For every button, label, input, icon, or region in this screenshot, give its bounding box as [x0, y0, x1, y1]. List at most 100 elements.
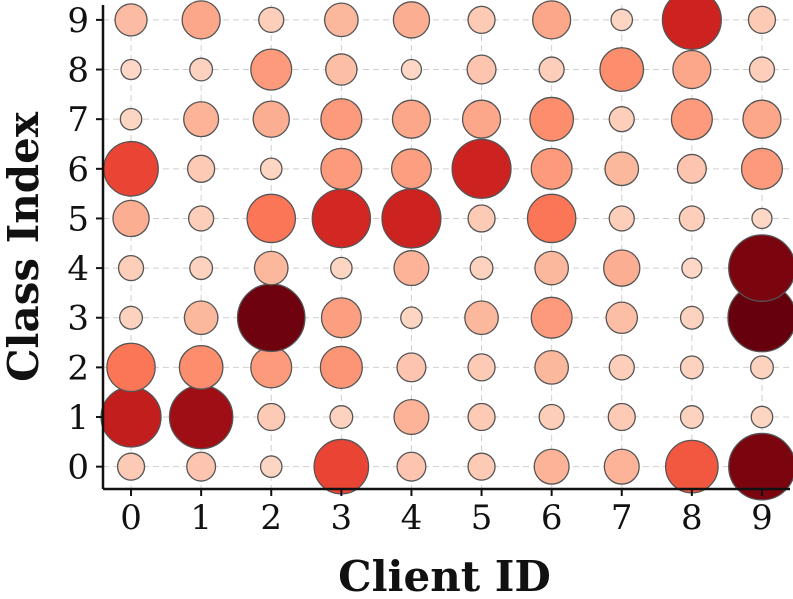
- y-tick-label-9: 9: [67, 1, 89, 41]
- bubble-client-8-class-0: [664, 439, 719, 494]
- bubble-client-8-class-9: [661, 0, 722, 50]
- bubble-client-4-class-9: [392, 1, 431, 39]
- bubble-client-0-class-1: [100, 386, 162, 448]
- bubble-client-2-class-9: [258, 6, 285, 34]
- bubble-client-1-class-1: [168, 384, 234, 450]
- bubble-client-5-class-2: [467, 353, 496, 382]
- bubble-client-5-class-5: [467, 204, 496, 233]
- bubble-client-5-class-7: [461, 99, 502, 139]
- y-tick-label-5: 5: [67, 199, 89, 239]
- bubble-client-0-class-6: [103, 140, 159, 197]
- y-tick-label-6: 6: [67, 150, 89, 190]
- bubble-client-5-class-9: [467, 5, 496, 35]
- bubble-client-6-class-1: [538, 403, 565, 431]
- bubble-client-3-class-2: [319, 345, 363, 389]
- bubble-client-5-class-1: [467, 402, 496, 432]
- bubble-client-6-class-9: [532, 0, 572, 40]
- bubble-client-0-class-7: [119, 107, 143, 131]
- bubble-client-9-class-7: [742, 99, 782, 139]
- bubble-client-9-class-6: [740, 147, 784, 190]
- bubble-client-0-class-8: [120, 58, 142, 81]
- bubble-client-4-class-1: [393, 398, 430, 436]
- bubbles: [100, 0, 793, 501]
- bubble-client-9-class-0: [728, 432, 793, 501]
- bubble-client-2-class-5: [246, 193, 297, 244]
- bubble-client-7-class-8: [599, 47, 645, 92]
- bubble-client-5-class-8: [466, 54, 497, 85]
- bubble-client-6-class-4: [534, 250, 570, 286]
- bubble-client-2-class-2: [250, 346, 293, 389]
- bubble-client-3-class-8: [325, 53, 358, 86]
- y-axis-title: Class Index: [0, 111, 48, 382]
- bubble-client-5-class-0: [467, 452, 496, 481]
- bubble-client-2-class-3: [236, 283, 306, 353]
- bubble-client-1-class-2: [178, 344, 224, 390]
- bubble-client-0-class-3: [119, 305, 144, 330]
- bubble-client-1-class-7: [183, 101, 220, 138]
- bubble-client-8-class-6: [676, 153, 707, 184]
- x-tick-label-5: 5: [471, 498, 493, 538]
- bubble-client-1-class-6: [187, 154, 216, 183]
- bubble-client-3-class-4: [329, 256, 353, 280]
- bubble-client-0-class-5: [112, 199, 150, 238]
- bubble-client-1-class-8: [189, 57, 214, 82]
- bubble-client-4-class-7: [391, 99, 432, 139]
- bubble-client-6-class-7: [529, 96, 575, 142]
- x-tick-label-1: 1: [190, 498, 212, 538]
- bubble-client-7-class-7: [608, 106, 635, 133]
- bubble-client-2-class-8: [250, 48, 293, 91]
- bubble-client-4-class-5: [381, 188, 442, 249]
- bubble-client-3-class-5: [311, 188, 372, 249]
- x-tick-label-3: 3: [331, 498, 353, 538]
- bubble-client-7-class-6: [604, 151, 640, 187]
- bubble-client-1-class-4: [189, 256, 214, 281]
- bubble-client-4-class-6: [390, 148, 432, 190]
- bubble-client-7-class-9: [610, 8, 634, 32]
- bubble-client-4-class-0: [396, 451, 427, 482]
- y-tick-label-7: 7: [67, 100, 89, 140]
- x-tick-label-0: 0: [120, 498, 142, 538]
- bubble-client-3-class-3: [320, 297, 362, 339]
- bubble-client-7-class-1: [607, 402, 636, 432]
- bubble-client-8-class-3: [679, 305, 704, 330]
- bubble-client-7-class-0: [603, 448, 640, 485]
- x-tick-label-7: 7: [611, 498, 633, 538]
- bubble-client-7-class-4: [603, 249, 641, 287]
- y-tick-label-2: 2: [67, 348, 89, 388]
- bubble-client-8-class-4: [681, 257, 703, 279]
- bubble-client-6-class-8: [538, 56, 565, 83]
- bubble-client-3-class-6: [320, 147, 363, 190]
- bubble-client-3-class-7: [320, 98, 363, 141]
- bubble-client-1-class-5: [188, 205, 215, 232]
- y-tick-label-8: 8: [67, 51, 89, 91]
- bubble-client-4-class-3: [400, 306, 423, 330]
- bubble-client-4-class-8: [400, 58, 423, 81]
- bubble-client-5-class-6: [451, 138, 512, 199]
- bubble-client-5-class-3: [464, 300, 499, 336]
- bubble-client-8-class-5: [678, 205, 705, 232]
- bubble-client-6-class-0: [533, 448, 570, 485]
- bubble-client-2-class-4: [253, 250, 289, 286]
- bubble-client-6-class-3: [530, 296, 573, 339]
- bubble-client-2-class-6: [259, 157, 283, 181]
- bubble-client-2-class-7: [252, 100, 290, 138]
- bubble-client-8-class-8: [672, 49, 712, 90]
- bubble-client-9-class-4: [728, 234, 793, 302]
- bubble-client-0-class-9: [114, 3, 148, 37]
- bubble-client-9-class-8: [748, 56, 776, 83]
- bubble-client-2-class-0: [259, 455, 283, 479]
- bubble-client-5-class-4: [469, 256, 494, 281]
- y-tick-label-3: 3: [67, 299, 89, 339]
- bubble-client-7-class-2: [608, 354, 635, 381]
- bubble-client-9-class-1: [750, 405, 774, 429]
- bubble-client-9-class-9: [747, 5, 777, 35]
- bubble-client-0-class-4: [117, 254, 145, 282]
- bubble-client-0-class-0: [116, 452, 146, 481]
- bubble-client-9-class-5: [751, 207, 773, 230]
- bubble-client-1-class-3: [183, 300, 219, 336]
- bubble-client-9-class-2: [749, 355, 774, 380]
- y-tick-label-0: 0: [67, 448, 89, 488]
- bubble-client-8-class-2: [679, 355, 704, 380]
- x-tick-label-9: 9: [751, 498, 773, 538]
